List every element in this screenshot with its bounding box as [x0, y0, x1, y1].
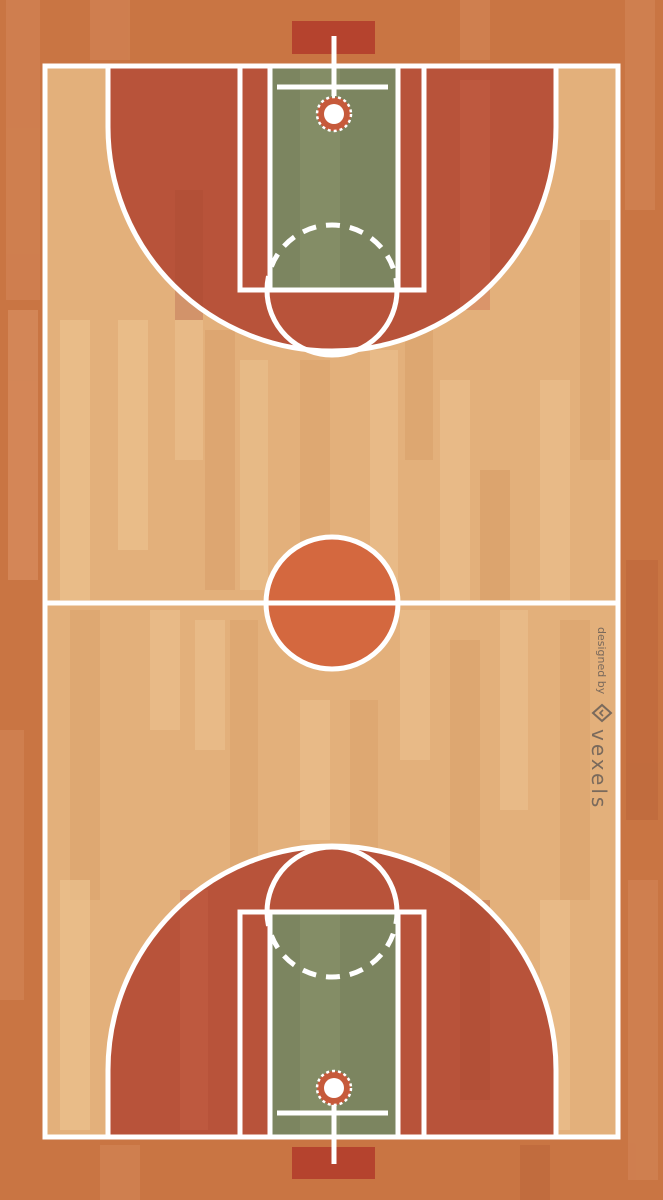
watermark-prefix: designed by [595, 627, 608, 695]
watermark-brand: vexels [587, 729, 611, 810]
rim-top [315, 95, 353, 133]
free-throw-circle-bottom-upper [264, 844, 400, 913]
rim-bottom [315, 1069, 353, 1107]
three-point-line-top [105, 66, 559, 354]
court-lines [42, 36, 621, 1164]
vexels-diamond-logo-icon [591, 703, 613, 723]
free-throw-circle-bottom-dashed [264, 911, 400, 980]
free-throw-circle-top-dashed [264, 222, 400, 291]
center-circle [263, 534, 401, 672]
free-throw-circle-top-lower [264, 289, 400, 358]
court-floor-planks [60, 220, 610, 1130]
watermark: designed by vexels [587, 627, 613, 810]
